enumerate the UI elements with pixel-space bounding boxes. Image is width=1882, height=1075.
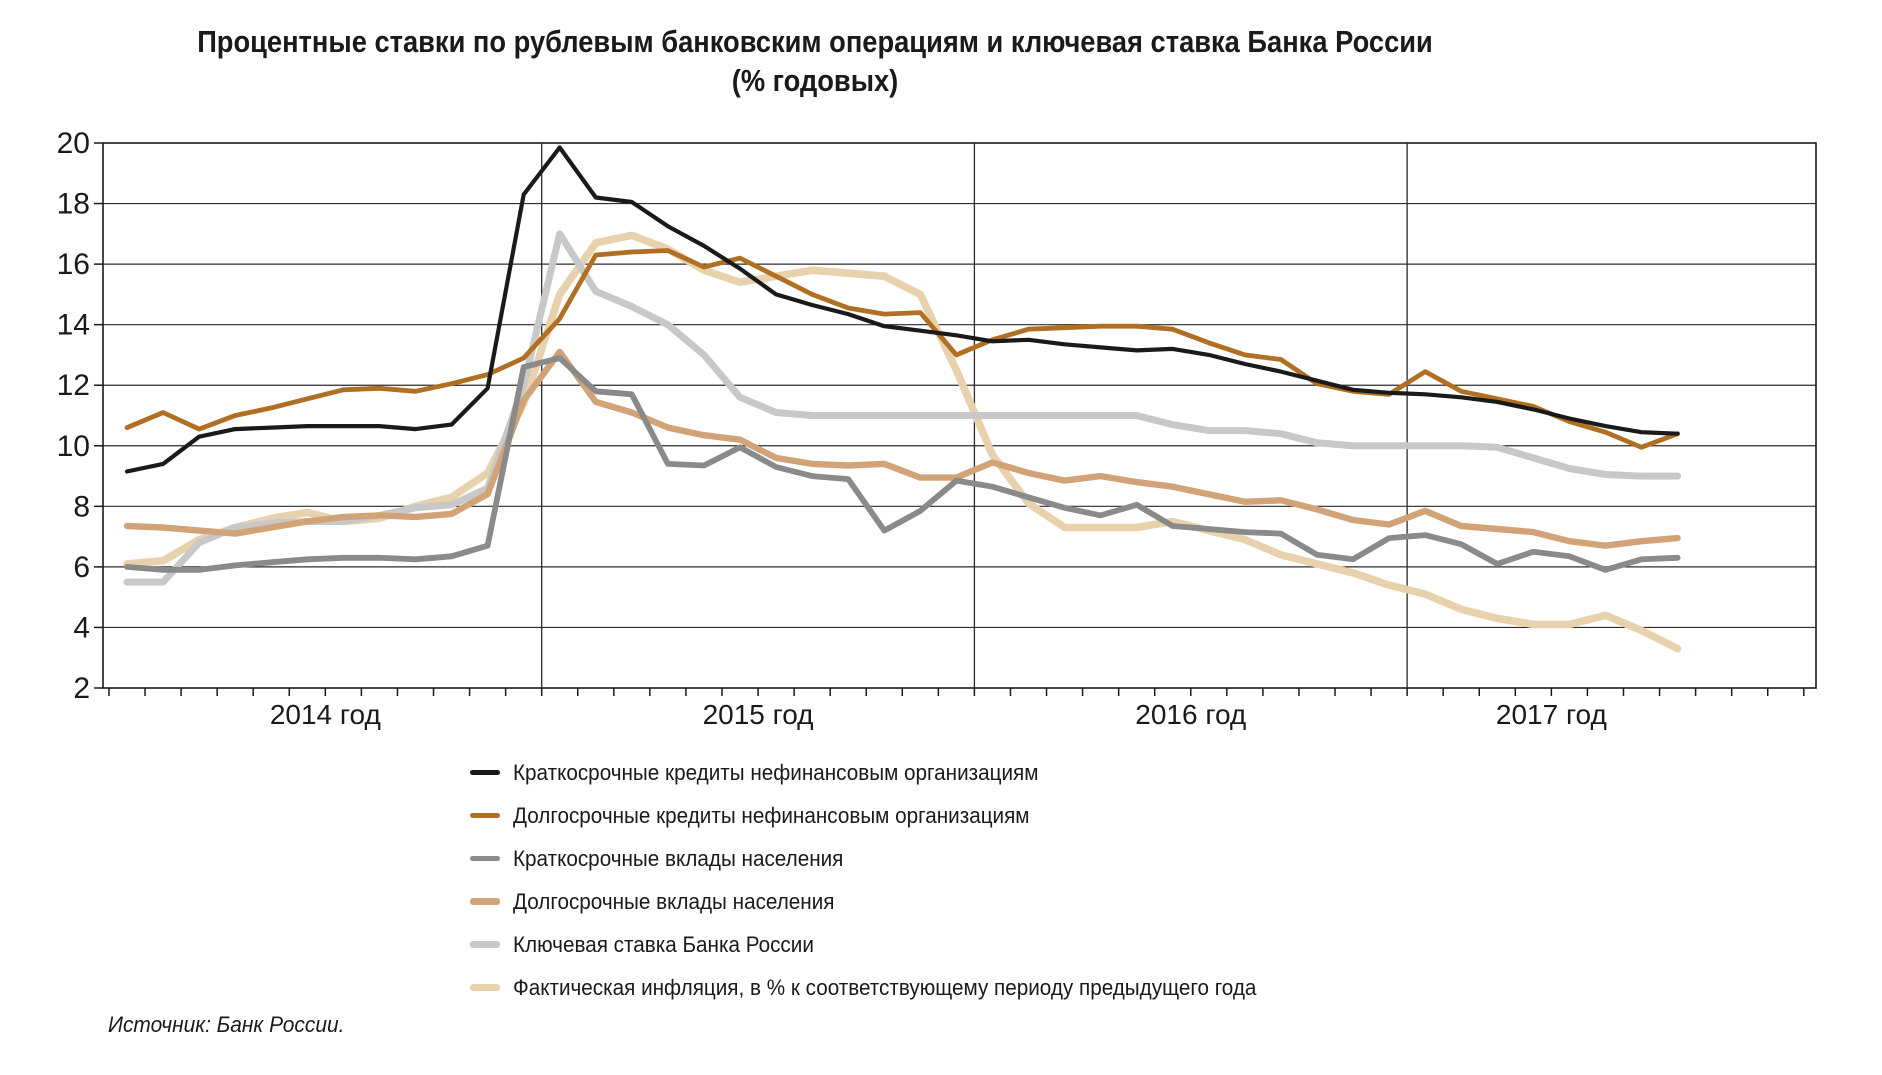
year-label: 2017 год [1496,699,1607,730]
year-label: 2016 год [1135,699,1246,730]
legend-label: Долгосрочные вклады населения [513,888,835,914]
legend-item: Долгосрочные кредиты нефинансовым органи… [470,794,1304,837]
y-tick-label: 8 [73,490,90,523]
y-tick-label: 6 [73,551,90,584]
y-tick-label: 12 [57,369,90,402]
legend-swatch-long-loans-icon [470,813,500,818]
y-tick-label: 16 [57,248,90,281]
legend-item: Долгосрочные вклады населения [470,880,1304,923]
chart-title-line2: (% годовых) [731,63,899,98]
series-line-long_loans [124,248,1680,450]
y-tick-label: 2 [73,672,90,705]
source-note: Источник: Банк России. [108,1012,345,1037]
legend-swatch-short-loans-icon [470,770,500,775]
legend-item: Фактическая инфляция, в % к соответствую… [470,966,1304,1009]
legend-swatch-long-deposits-icon [470,898,500,905]
legend-label: Долгосрочные кредиты нефинансовым органи… [513,802,1030,828]
y-tick-label: 4 [73,611,90,644]
year-label: 2015 год [703,699,814,730]
chart-legend: Краткосрочные кредиты нефинансовым орган… [470,751,1304,1009]
legend-swatch-inflation-icon [470,983,500,992]
legend-item: Ключевая ставка Банка России [470,923,1304,966]
y-tick-label: 20 [57,127,90,160]
chart-title: Процентные ставки по рублевым банковским… [98,22,1532,100]
legend-item: Краткосрочные вклады населения [470,837,1304,880]
y-tick-label: 10 [57,430,90,463]
legend-label: Ключевая ставка Банка России [513,931,814,957]
legend-item: Краткосрочные кредиты нефинансовым орган… [470,751,1304,794]
year-label: 2014 год [270,699,381,730]
y-tick-label: 14 [57,309,90,342]
plot-frame [102,142,1817,689]
chart-title-line1: Процентные ставки по рублевым банковским… [197,24,1433,59]
series-line-short_deposits [124,355,1681,573]
y-tick-label: 18 [57,188,90,221]
legend-label: Краткосрочные кредиты нефинансовым орган… [513,759,1039,785]
series-line-short_loans [124,145,1680,474]
legend-label: Фактическая инфляция, в % к соответствую… [513,974,1257,1000]
series-line-inflation [123,231,1682,653]
legend-swatch-key-rate-icon [470,941,500,948]
legend-swatch-short-deposits-icon [470,855,500,862]
legend-label: Краткосрочные вклады населения [513,845,844,871]
series-line-long_deposits [123,348,1681,549]
